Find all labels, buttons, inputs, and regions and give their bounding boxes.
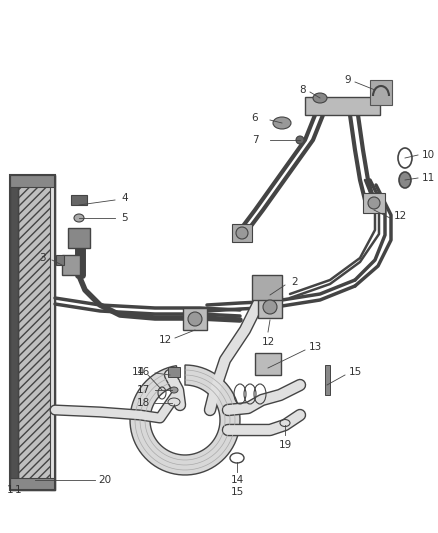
Text: 5: 5: [122, 213, 128, 223]
Circle shape: [236, 227, 248, 239]
Text: 2: 2: [292, 277, 298, 287]
Bar: [62, 255, 80, 275]
Text: 12: 12: [261, 337, 275, 347]
Text: 16: 16: [136, 367, 150, 377]
Ellipse shape: [399, 172, 411, 188]
Ellipse shape: [273, 117, 291, 129]
Bar: [258, 296, 282, 318]
Text: 13: 13: [308, 342, 321, 352]
Text: 14: 14: [230, 475, 244, 485]
Bar: [325, 365, 330, 395]
Bar: [10, 175, 18, 490]
Bar: [255, 353, 281, 375]
Text: 10: 10: [421, 150, 434, 160]
Circle shape: [296, 136, 304, 144]
Text: 1: 1: [7, 485, 13, 495]
Text: 6: 6: [252, 113, 258, 123]
Ellipse shape: [170, 387, 178, 393]
Bar: [56, 255, 64, 265]
Bar: [10, 175, 55, 490]
Bar: [18, 175, 55, 490]
Text: 11: 11: [421, 173, 434, 183]
Bar: [71, 195, 87, 205]
Text: 3: 3: [39, 253, 45, 263]
Text: 12: 12: [393, 211, 406, 221]
Bar: [50, 175, 55, 490]
Bar: [363, 193, 385, 213]
Ellipse shape: [313, 93, 327, 103]
Bar: [10, 175, 55, 187]
Text: 19: 19: [279, 440, 292, 450]
Ellipse shape: [74, 214, 84, 222]
Bar: [252, 275, 282, 300]
Bar: [68, 228, 90, 248]
Bar: [183, 308, 207, 330]
Text: 20: 20: [99, 475, 112, 485]
Text: 4: 4: [122, 193, 128, 203]
Bar: [10, 478, 55, 490]
Bar: [305, 97, 380, 115]
Bar: [232, 224, 252, 242]
Bar: [168, 367, 180, 377]
Text: 15: 15: [230, 487, 244, 497]
Text: 12: 12: [159, 335, 172, 345]
Circle shape: [368, 197, 380, 209]
Text: 1: 1: [15, 485, 21, 495]
Text: 7: 7: [252, 135, 258, 145]
Text: 15: 15: [348, 367, 362, 377]
Circle shape: [188, 312, 202, 326]
Text: 9: 9: [345, 75, 351, 85]
Polygon shape: [130, 365, 240, 475]
Bar: [370, 80, 392, 105]
Text: 18: 18: [136, 398, 150, 408]
Text: 8: 8: [300, 85, 306, 95]
Circle shape: [263, 300, 277, 314]
Text: 17: 17: [136, 385, 150, 395]
Text: 14: 14: [131, 367, 145, 377]
